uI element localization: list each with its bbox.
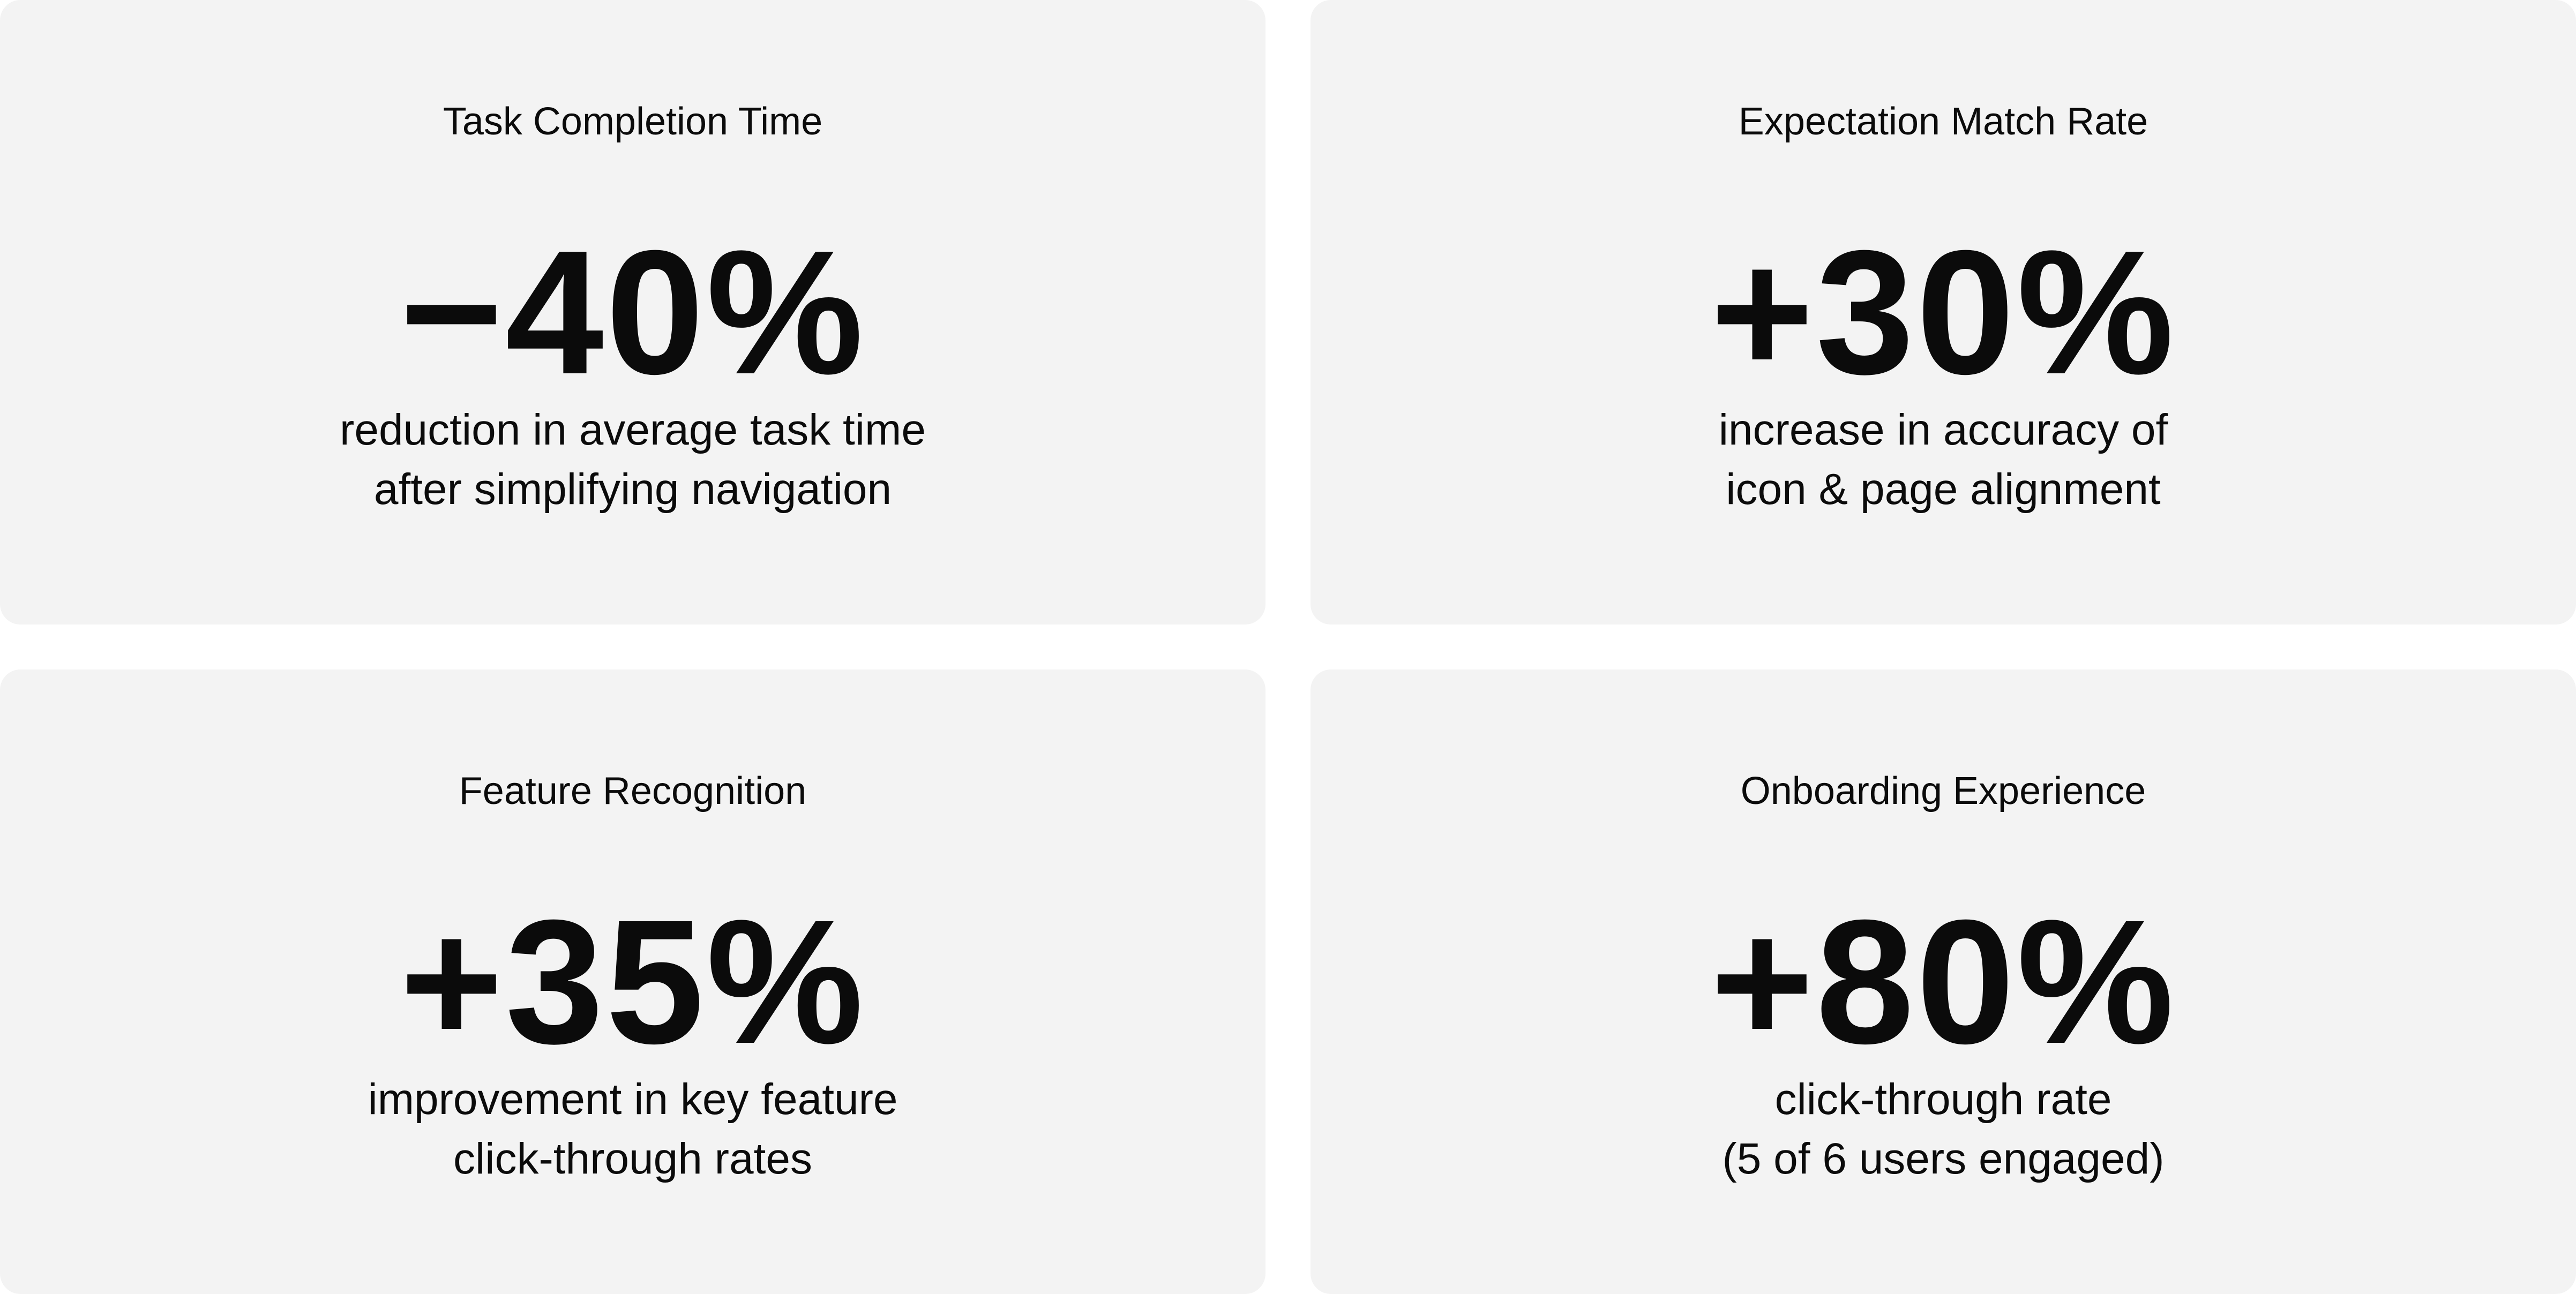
- stat-description: increase in accuracy of: [1718, 405, 2168, 454]
- stat-description: after simplifying navigation: [373, 465, 892, 514]
- stat-description: (5 of 6 users engaged): [1722, 1134, 2165, 1183]
- stat-description: improvement in key feature: [368, 1075, 898, 1124]
- stat-value: +35%: [400, 883, 866, 1080]
- stat-value: −40%: [400, 213, 866, 411]
- card-title: Onboarding Experience: [1740, 770, 2146, 812]
- stat-description: click-through rates: [453, 1134, 812, 1183]
- stat-card: Feature Recognition +35% improvement in ke…: [0, 669, 1265, 1294]
- card-title: Task Completion Time: [443, 100, 823, 143]
- stat-description: reduction in average task time: [340, 405, 926, 454]
- stat-description: click-through rate: [1774, 1075, 2112, 1124]
- card-title: Expectation Match Rate: [1738, 100, 2148, 143]
- stat-value: +30%: [1710, 213, 2176, 411]
- stat-card: Task Completion Time −40% reduction in ave…: [0, 0, 1265, 625]
- stat-value: +80%: [1710, 883, 2176, 1080]
- stat-card: Onboarding Experience +80% click-through r…: [1311, 669, 2576, 1294]
- stat-card: Expectation Match Rate +30% increase in ac…: [1311, 0, 2576, 625]
- card-title: Feature Recognition: [459, 770, 807, 812]
- stat-description: icon & page alignment: [1726, 465, 2161, 514]
